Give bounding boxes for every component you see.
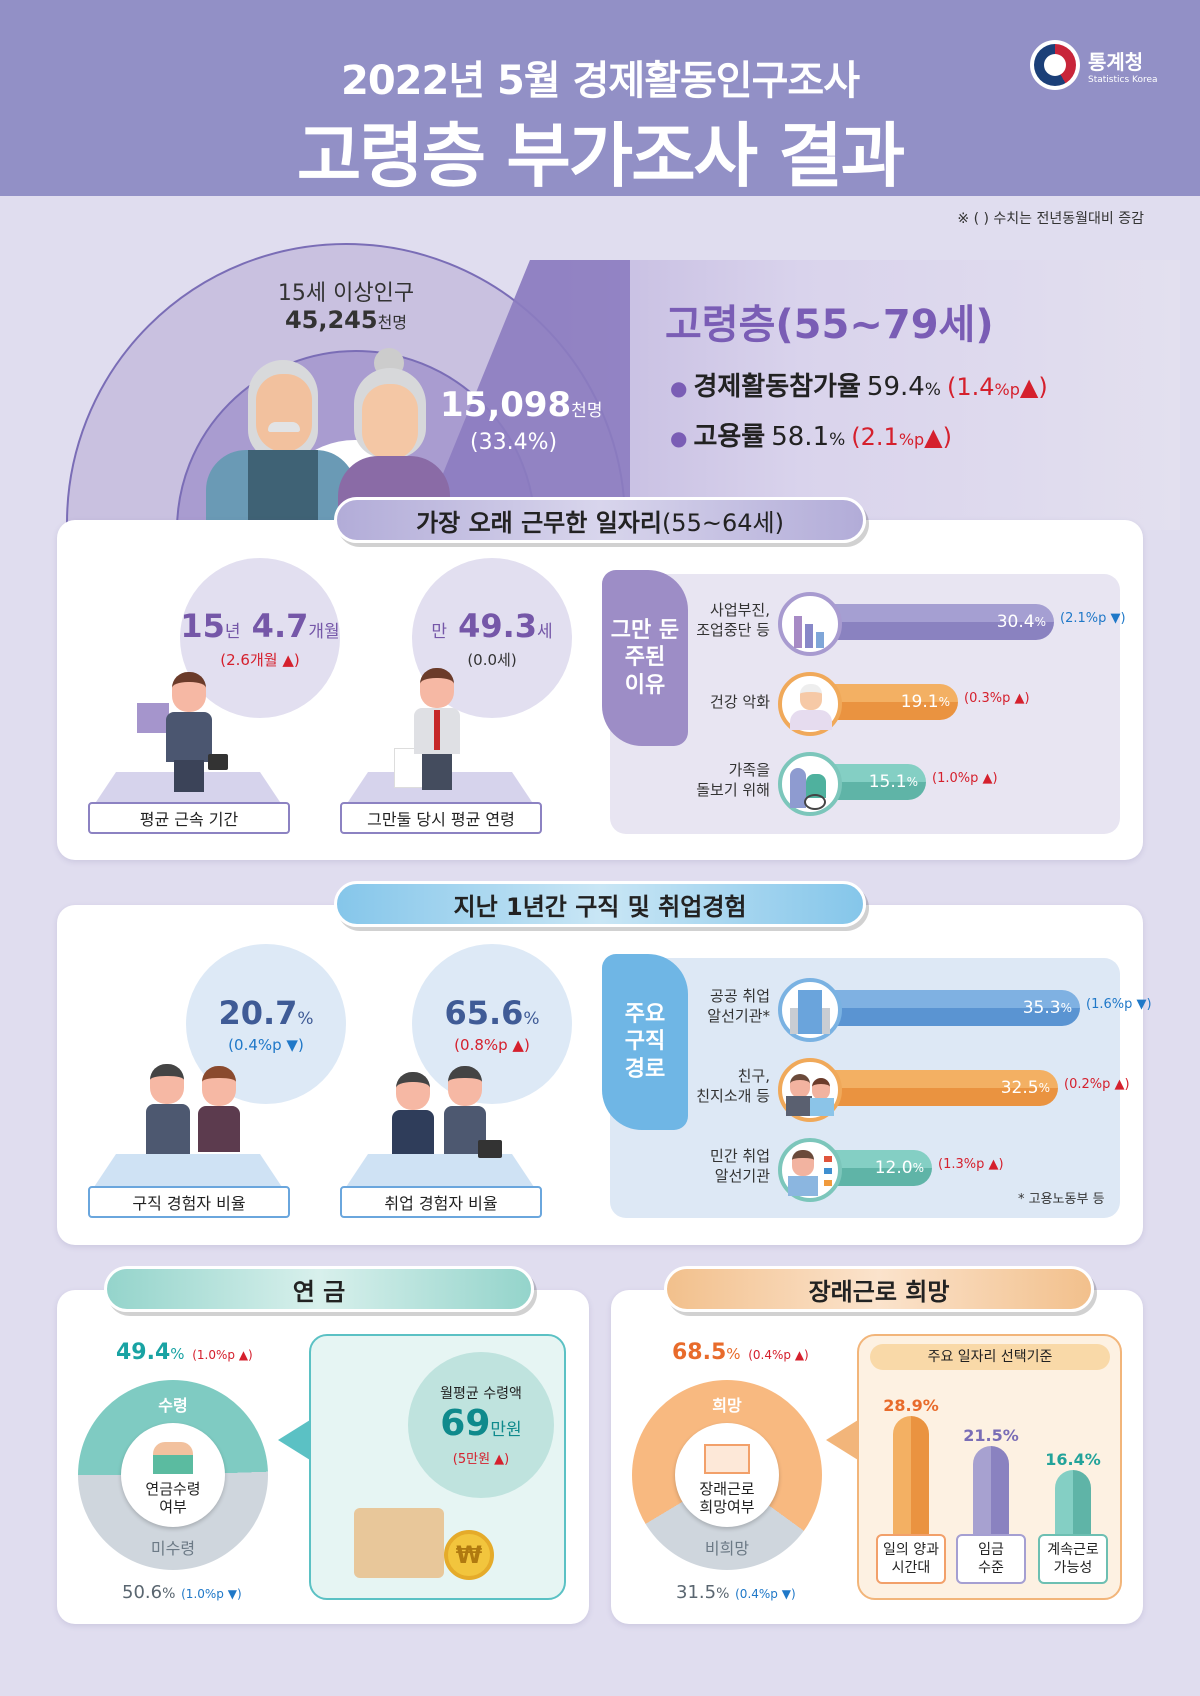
search-routes-tab: 주요 구직 경로 [602, 954, 688, 1130]
pension-not-received-value: 50.6% (1.0%p ▼) [122, 1582, 242, 1603]
reason-change-health: (0.3%p ▲) [964, 691, 1030, 706]
quit-age-caption: 그만둘 당시 평균 연령 [340, 802, 542, 834]
elderly-population-value: 15,098천명 [440, 385, 603, 425]
government-building-icon [778, 978, 842, 1042]
bullet-icon: ● [670, 426, 688, 450]
elderly-woman-illustration [338, 348, 468, 526]
route-bar-friends: 32.5% [808, 1070, 1058, 1106]
route-row-friends: 친구, 친지소개 등 32.5% (0.2%p ▲) [696, 1058, 1130, 1122]
bullet-icon: ● [670, 376, 688, 400]
population-label: 15세 이상인구 [277, 281, 415, 306]
money-growth-icon: ₩ [348, 1502, 498, 1582]
reason-change-family: (1.0%p ▲) [932, 771, 998, 786]
participation-rate-stat: ● 경제활동참가율 59.4% (1.4%p▲) [670, 372, 1048, 402]
friends-icon [778, 1058, 842, 1122]
injured-patient-icon [778, 672, 842, 736]
no-hope-label: 비희망 [704, 1539, 750, 1558]
pension-received-value: 49.4% (1.0%p ▲) [116, 1340, 253, 1365]
pension-donut-center: 연금수령 여부 [121, 1423, 225, 1527]
monthly-pension-bubble: 월평균 수령액 69만원 (5만원 ▲) [408, 1352, 554, 1498]
criteria-bar-continuity [1055, 1470, 1091, 1538]
criteria-value-wage: 21.5% [963, 1426, 1019, 1445]
hope-label: 희망 [712, 1396, 742, 1415]
resume-icon [704, 1443, 750, 1474]
up-arrow-icon: ▲ [1019, 373, 1039, 401]
reason-bar-business: 30.4% [808, 604, 1054, 640]
seeker-caption: 구직 경험자 비율 [88, 1186, 290, 1218]
employed-bubble: 65.6% (0.8%p ▲) [412, 944, 572, 1104]
taegeuk-emblem-icon [1030, 40, 1080, 90]
pension-not-received-label: 미수령 [150, 1539, 196, 1558]
logo-korean: 통계청 [1088, 49, 1144, 74]
frustrated-worker-illustration [394, 668, 484, 792]
longest-job-title: 가장 오래 근무한 일자리 (55~64세) [334, 497, 866, 543]
wheelchair-care-icon [778, 752, 842, 816]
future-work-title: 장래근로 희망 [664, 1266, 1094, 1312]
header-banner: 2022년 5월 경제활동인구조사 고령층 부가조사 결과 통계청 Statis… [0, 0, 1200, 197]
agency-network-icon [778, 1138, 842, 1202]
quit-reasons-tab: 그만 둔 주된 이유 [602, 570, 688, 746]
tenure-bubble: 15년 4.7개월 (2.6개월 ▲) [180, 558, 340, 718]
handshake-illustration [392, 1066, 502, 1174]
route-change-friends: (0.2%p ▲) [1064, 1077, 1130, 1092]
declining-chart-icon [778, 592, 842, 656]
criteria-value-continuity: 16.4% [1045, 1450, 1101, 1469]
change-note: ※ ( ) 수치는 전년동월대비 증감 [957, 211, 1144, 227]
reason-row-business: 사업부진, 조업중단 등 30.4% (2.1%p ▼) [696, 592, 1126, 656]
future-work-donut-center: 장래근로 희망여부 [675, 1423, 779, 1527]
pensioner-icon [153, 1441, 193, 1474]
reason-row-family: 가족을 돌보기 위해 15.1% (1.0%p ▲) [696, 752, 1098, 816]
route-row-private: 민간 취업 알선기관 12.0% (1.3%p ▲) [710, 1138, 1118, 1202]
elderly-population-share: (33.4%) [470, 430, 558, 455]
no-hope-value: 31.5% (0.4%p ▼) [676, 1582, 796, 1603]
employed-caption: 취업 경험자 비율 [340, 1186, 542, 1218]
reason-row-health: 건강 악화 19.1% (0.3%p ▲) [710, 672, 1098, 736]
route-change-public: (1.6%p ▼) [1086, 997, 1152, 1012]
criteria-label-continuity: 계속근로 가능성 [1038, 1534, 1108, 1584]
hope-value: 68.5% (0.4%p ▲) [672, 1340, 809, 1365]
logo-english: Statistics Korea [1088, 74, 1158, 85]
interviewees-illustration [146, 1064, 246, 1174]
tenure-caption: 평균 근속 기간 [88, 802, 290, 834]
pension-received-label: 수령 [158, 1396, 188, 1415]
header-subtitle: 2022년 5월 경제활동인구조사 [340, 58, 860, 104]
criteria-bar-hours [893, 1416, 929, 1538]
routes-footnote: * 고용노동부 등 [1018, 1192, 1105, 1207]
pension-callout-pointer [278, 1420, 310, 1460]
header-title: 고령층 부가조사 결과 [296, 115, 905, 197]
criteria-label-wage: 임금 수준 [956, 1534, 1026, 1584]
route-bar-public: 35.3% [808, 990, 1080, 1026]
criteria-value-hours: 28.9% [883, 1396, 939, 1415]
elderly-section-title: 고령층(55~79세) [665, 302, 994, 348]
up-arrow-icon: ▲ [924, 423, 943, 451]
route-row-public: 공공 취업 알선기관* 35.3% (1.6%p ▼) [707, 978, 1152, 1042]
population-value: 45,245천명 [284, 306, 408, 334]
criteria-callout-pointer [826, 1420, 858, 1460]
reason-change-business: (2.1%p ▼) [1060, 611, 1126, 626]
criteria-label-hours: 일의 양과 시간대 [876, 1534, 946, 1584]
route-change-private: (1.3%p ▲) [938, 1157, 1004, 1172]
statistics-korea-logo: 통계청 Statistics Korea [1030, 40, 1158, 90]
elderly-man-illustration [196, 360, 356, 530]
criteria-title: 주요 일자리 선택기준 [870, 1344, 1110, 1370]
businessman-with-calendar-illustration [134, 672, 228, 792]
pension-title: 연 금 [104, 1266, 534, 1312]
employment-rate-stat: ● 고용률 58.1% (2.1%p▲) [670, 422, 953, 452]
criteria-bar-wage [973, 1446, 1009, 1538]
job-search-title: 지난 1년간 구직 및 취업경험 [334, 881, 866, 927]
